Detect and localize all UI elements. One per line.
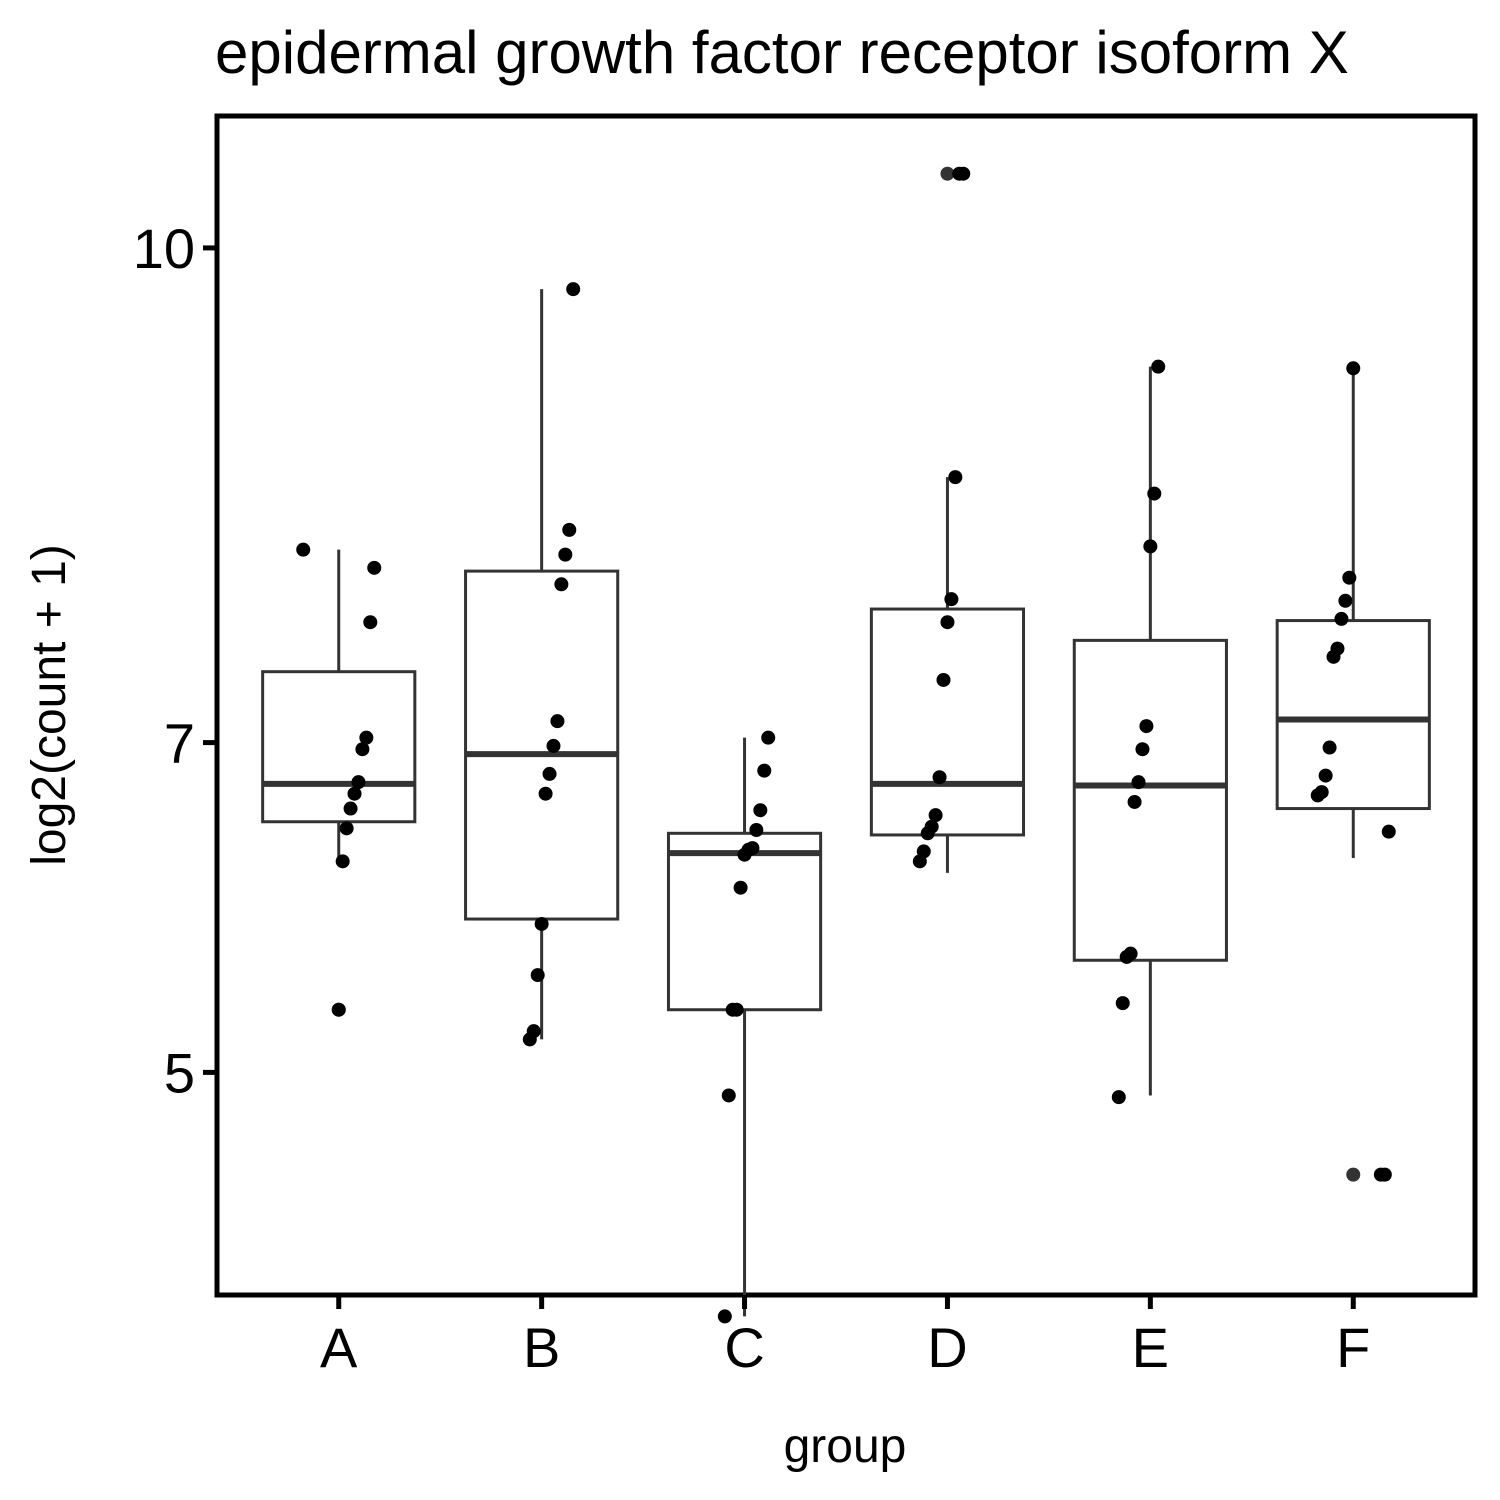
point-C-1 <box>757 763 772 778</box>
x-tick-label-F: F <box>1336 1316 1370 1379</box>
point-D-9 <box>920 826 935 841</box>
point-D-4 <box>940 615 955 630</box>
x-tick-label-A: A <box>320 1316 358 1379</box>
point-B-8 <box>534 916 549 931</box>
point-E-0 <box>1151 359 1166 374</box>
point-B-4 <box>550 714 565 729</box>
point-C-7 <box>733 880 748 895</box>
box-body-D <box>869 607 1026 837</box>
point-D-2 <box>948 470 963 485</box>
box-body-B <box>464 569 620 921</box>
point-D-5 <box>936 672 951 687</box>
point-B-11 <box>522 1032 537 1047</box>
boxes-layer <box>261 166 1431 1317</box>
point-B-0 <box>566 282 581 297</box>
x-tick-label-B: B <box>523 1316 560 1379</box>
point-F-12 <box>1373 1167 1388 1182</box>
point-A-10 <box>331 1002 346 1017</box>
point-A-0 <box>296 542 311 557</box>
point-E-8 <box>1119 949 1134 964</box>
point-B-3 <box>554 577 569 592</box>
point-A-7 <box>343 801 358 816</box>
x-axis-title: group <box>784 1420 907 1473</box>
y-tick-label-5: 5 <box>164 1041 195 1104</box>
box-body-E <box>1072 638 1228 962</box>
point-D-3 <box>944 592 959 607</box>
point-D-7 <box>928 808 943 823</box>
chart-title: epidermal growth factor receptor isoform… <box>215 19 1349 86</box>
y-axis-title: log2(count + 1) <box>23 544 76 866</box>
point-E-3 <box>1139 719 1154 734</box>
point-A-3 <box>359 730 374 745</box>
point-A-2 <box>363 615 378 630</box>
y-tick-label-10: 10 <box>133 217 195 280</box>
x-tick-label-D: D <box>927 1316 967 1379</box>
plot-panel <box>214 113 1478 1298</box>
point-F-10 <box>1381 824 1396 839</box>
point-E-1 <box>1147 486 1162 501</box>
point-C-11 <box>717 1309 732 1324</box>
box-F <box>1275 368 1431 1182</box>
point-F-7 <box>1318 768 1333 783</box>
point-B-1 <box>562 522 577 537</box>
point-F-0 <box>1346 361 1361 376</box>
outlier-D-0 <box>940 166 955 181</box>
y-axis: 5 7 10 <box>133 217 217 1104</box>
box-body-A <box>261 670 417 824</box>
point-B-9 <box>530 968 545 983</box>
point-A-1 <box>367 560 382 575</box>
point-F-5 <box>1326 649 1341 664</box>
point-C-3 <box>749 822 764 837</box>
box-B <box>464 289 620 1040</box>
point-D-6 <box>932 770 947 785</box>
point-B-2 <box>558 547 573 562</box>
x-axis: A B C D E F <box>320 1295 1370 1379</box>
box-A <box>261 549 417 1017</box>
y-tick-label-7: 7 <box>164 712 195 775</box>
point-C-10 <box>721 1088 736 1103</box>
point-D-1 <box>952 166 967 181</box>
point-C-2 <box>753 803 768 818</box>
x-tick-label-E: E <box>1132 1316 1169 1379</box>
box-C <box>666 737 823 1317</box>
point-F-3 <box>1334 611 1349 626</box>
point-D-11 <box>912 854 927 869</box>
point-E-9 <box>1115 996 1130 1011</box>
point-E-5 <box>1131 775 1146 790</box>
point-A-9 <box>335 854 350 869</box>
point-F-1 <box>1342 570 1357 585</box>
point-B-7 <box>538 786 553 801</box>
point-C-0 <box>761 730 776 745</box>
point-F-6 <box>1322 740 1337 755</box>
point-C-9 <box>725 1002 740 1017</box>
point-F-9 <box>1310 788 1325 803</box>
outlier-F-0 <box>1346 1167 1361 1182</box>
point-A-6 <box>347 786 362 801</box>
box-D <box>869 166 1026 873</box>
point-B-6 <box>542 766 557 781</box>
point-E-2 <box>1143 539 1158 554</box>
point-A-8 <box>339 821 354 836</box>
point-A-5 <box>351 775 366 790</box>
x-tick-label-C: C <box>724 1316 764 1379</box>
box-body-C <box>666 831 823 1012</box>
point-F-2 <box>1338 593 1353 608</box>
point-E-10 <box>1111 1090 1126 1105</box>
box-E <box>1072 366 1228 1096</box>
point-B-5 <box>546 738 561 753</box>
point-C-6 <box>737 847 752 862</box>
points-layer <box>296 166 1396 1324</box>
point-E-6 <box>1127 794 1142 809</box>
box-body-F <box>1275 619 1431 811</box>
point-E-4 <box>1135 742 1150 757</box>
point-A-4 <box>355 742 370 757</box>
